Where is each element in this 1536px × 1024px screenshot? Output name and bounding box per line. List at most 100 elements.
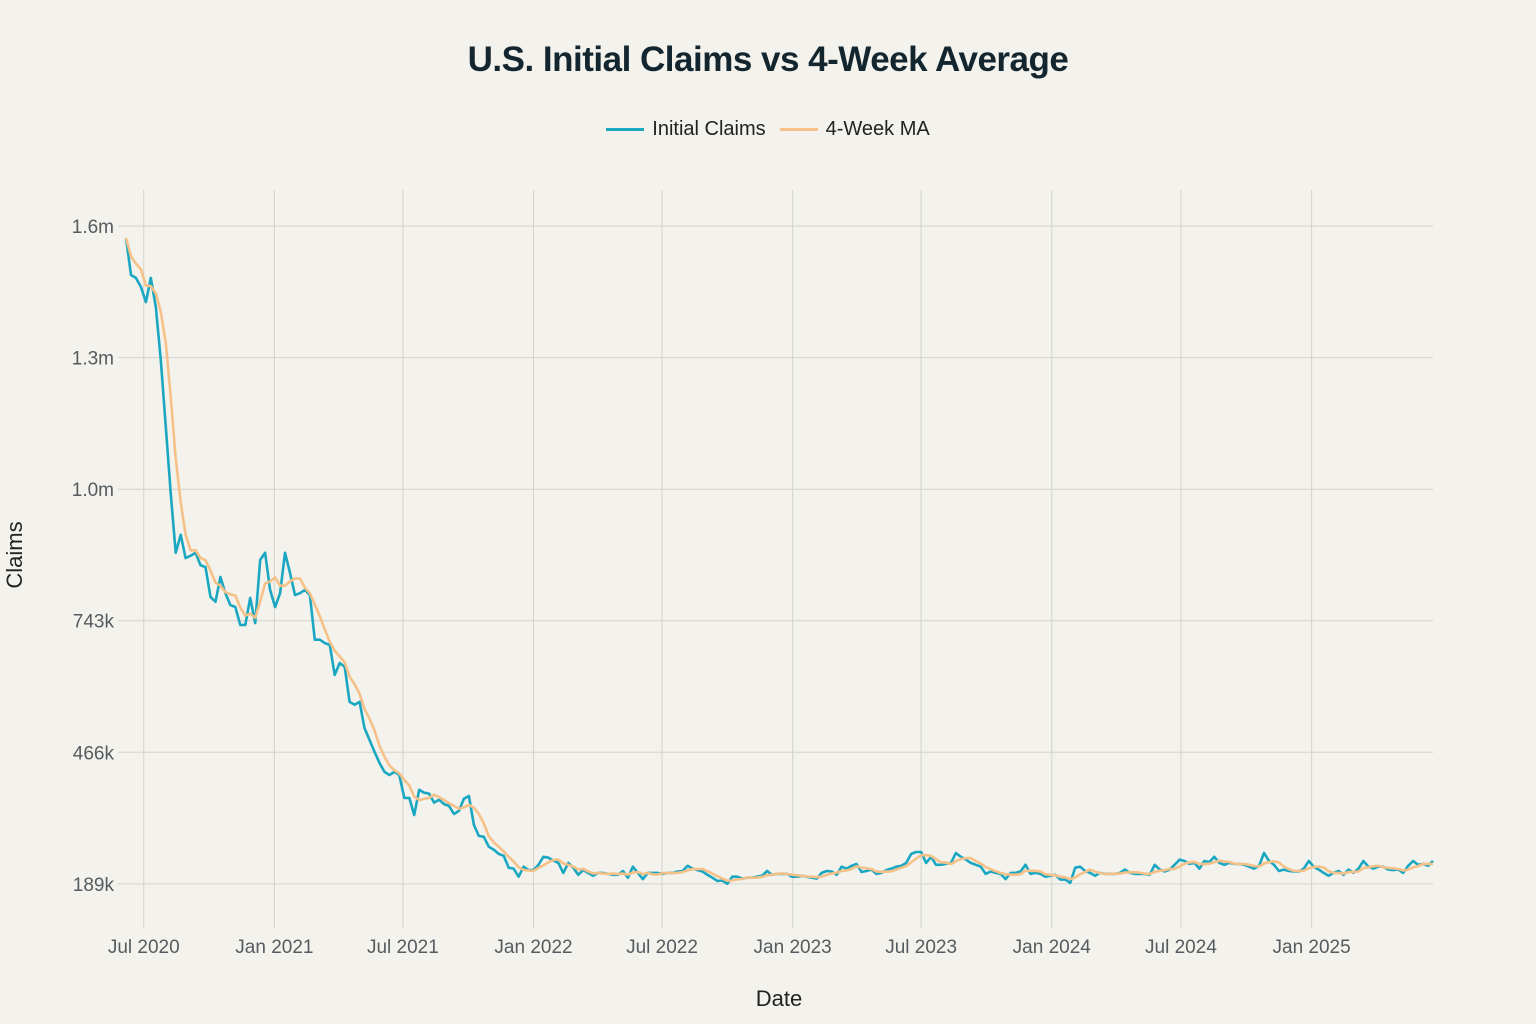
data-point-initial-claims[interactable] [646, 871, 650, 875]
data-point-initial-claims[interactable] [1227, 861, 1231, 865]
data-point-initial-claims[interactable] [124, 236, 128, 240]
data-point-initial-claims[interactable] [174, 551, 178, 555]
data-point-initial-claims[interactable] [1217, 861, 1221, 865]
data-point-initial-claims[interactable] [512, 867, 516, 871]
data-point-initial-claims[interactable] [1148, 873, 1152, 877]
data-point-initial-claims[interactable] [914, 850, 918, 854]
data-point-initial-claims[interactable] [1391, 868, 1395, 872]
data-point-initial-claims[interactable] [725, 882, 729, 886]
data-point-initial-claims[interactable] [735, 875, 739, 879]
data-point-initial-claims[interactable] [333, 673, 337, 677]
data-point-initial-claims[interactable] [397, 773, 401, 777]
data-point-initial-claims[interactable] [671, 871, 675, 875]
data-point-initial-claims[interactable] [924, 861, 928, 865]
data-point-initial-claims[interactable] [273, 605, 277, 609]
legend-item-initial-claims[interactable]: Initial Claims [606, 118, 766, 141]
data-point-initial-claims[interactable] [785, 872, 789, 876]
data-point-initial-claims[interactable] [238, 623, 242, 627]
data-point-initial-claims[interactable] [1009, 871, 1013, 875]
data-point-initial-claims[interactable] [760, 874, 764, 878]
data-point-initial-claims[interactable] [1267, 859, 1271, 863]
data-point-initial-claims[interactable] [1381, 865, 1385, 869]
data-point-initial-claims[interactable] [899, 864, 903, 868]
data-point-initial-claims[interactable] [616, 873, 620, 877]
data-point-initial-claims[interactable] [845, 867, 849, 871]
data-point-initial-claims[interactable] [1252, 867, 1256, 871]
data-point-initial-claims[interactable] [338, 661, 342, 665]
data-point-initial-claims[interactable] [427, 792, 431, 796]
data-point-initial-claims[interactable] [492, 848, 496, 852]
data-point-initial-claims[interactable] [218, 575, 222, 579]
data-point-initial-claims[interactable] [278, 591, 282, 595]
data-point-initial-claims[interactable] [581, 868, 585, 872]
data-point-initial-claims[interactable] [154, 305, 158, 309]
data-point-initial-claims[interactable] [1033, 871, 1037, 875]
data-point-initial-claims[interactable] [462, 797, 466, 801]
data-point-initial-claims[interactable] [1411, 859, 1415, 863]
data-point-initial-claims[interactable] [1302, 867, 1306, 871]
data-point-initial-claims[interactable] [810, 876, 814, 880]
data-point-initial-claims[interactable] [1222, 863, 1226, 867]
data-point-initial-claims[interactable] [750, 876, 754, 880]
data-point-initial-claims[interactable] [939, 863, 943, 867]
data-point-initial-claims[interactable] [1173, 863, 1177, 867]
data-point-initial-claims[interactable] [859, 870, 863, 874]
data-point-initial-claims[interactable] [1337, 869, 1341, 873]
data-point-initial-claims[interactable] [800, 874, 804, 878]
data-point-initial-claims[interactable] [586, 871, 590, 875]
data-point-initial-claims[interactable] [1153, 863, 1157, 867]
data-point-initial-claims[interactable] [1123, 868, 1127, 872]
data-point-initial-claims[interactable] [457, 809, 461, 813]
data-point-initial-claims[interactable] [298, 591, 302, 595]
data-point-initial-claims[interactable] [770, 873, 774, 877]
data-point-initial-claims[interactable] [1098, 871, 1102, 875]
data-point-initial-claims[interactable] [1237, 862, 1241, 866]
data-point-initial-claims[interactable] [1004, 877, 1008, 881]
data-point-initial-claims[interactable] [204, 565, 208, 569]
data-point-initial-claims[interactable] [1078, 865, 1082, 869]
data-point-initial-claims[interactable] [835, 873, 839, 877]
data-point-initial-claims[interactable] [621, 869, 625, 873]
data-point-initial-claims[interactable] [1103, 872, 1107, 876]
data-point-initial-claims[interactable] [353, 703, 357, 707]
data-point-initial-claims[interactable] [268, 588, 272, 592]
data-point-initial-claims[interactable] [1247, 865, 1251, 869]
data-point-initial-claims[interactable] [850, 864, 854, 868]
data-point-initial-claims[interactable] [820, 871, 824, 875]
data-point-initial-claims[interactable] [611, 873, 615, 877]
data-point-initial-claims[interactable] [631, 865, 635, 869]
data-point-initial-claims[interactable] [715, 879, 719, 883]
data-point-initial-claims[interactable] [522, 865, 526, 869]
data-point-initial-claims[interactable] [815, 877, 819, 881]
data-point-initial-claims[interactable] [919, 850, 923, 854]
data-point-initial-claims[interactable] [720, 879, 724, 883]
data-point-initial-claims[interactable] [1401, 871, 1405, 875]
data-point-initial-claims[interactable] [377, 761, 381, 765]
data-point-initial-claims[interactable] [795, 875, 799, 879]
data-point-initial-claims[interactable] [1371, 867, 1375, 871]
data-point-initial-claims[interactable] [1282, 868, 1286, 872]
data-point-initial-claims[interactable] [1287, 869, 1291, 873]
data-point-initial-claims[interactable] [1068, 881, 1072, 885]
data-point-initial-claims[interactable] [1257, 864, 1261, 868]
data-point-initial-claims[interactable] [223, 591, 227, 595]
data-point-initial-claims[interactable] [139, 285, 143, 289]
data-point-initial-claims[interactable] [507, 866, 511, 870]
data-point-initial-claims[interactable] [909, 852, 913, 856]
data-point-initial-claims[interactable] [1073, 866, 1077, 870]
data-point-initial-claims[interactable] [517, 875, 521, 879]
data-point-initial-claims[interactable] [134, 276, 138, 280]
data-point-initial-claims[interactable] [502, 854, 506, 858]
data-point-initial-claims[interactable] [651, 871, 655, 875]
data-point-initial-claims[interactable] [1416, 863, 1420, 867]
data-point-initial-claims[interactable] [740, 877, 744, 881]
data-point-initial-claims[interactable] [1431, 859, 1435, 863]
data-point-initial-claims[interactable] [576, 873, 580, 877]
data-point-initial-claims[interactable] [1272, 863, 1276, 867]
data-point-initial-claims[interactable] [681, 869, 685, 873]
data-point-initial-claims[interactable] [318, 638, 322, 642]
data-point-initial-claims[interactable] [696, 868, 700, 872]
data-point-initial-claims[interactable] [447, 804, 451, 808]
data-point-initial-claims[interactable] [1113, 872, 1117, 876]
data-point-initial-claims[interactable] [954, 851, 958, 855]
